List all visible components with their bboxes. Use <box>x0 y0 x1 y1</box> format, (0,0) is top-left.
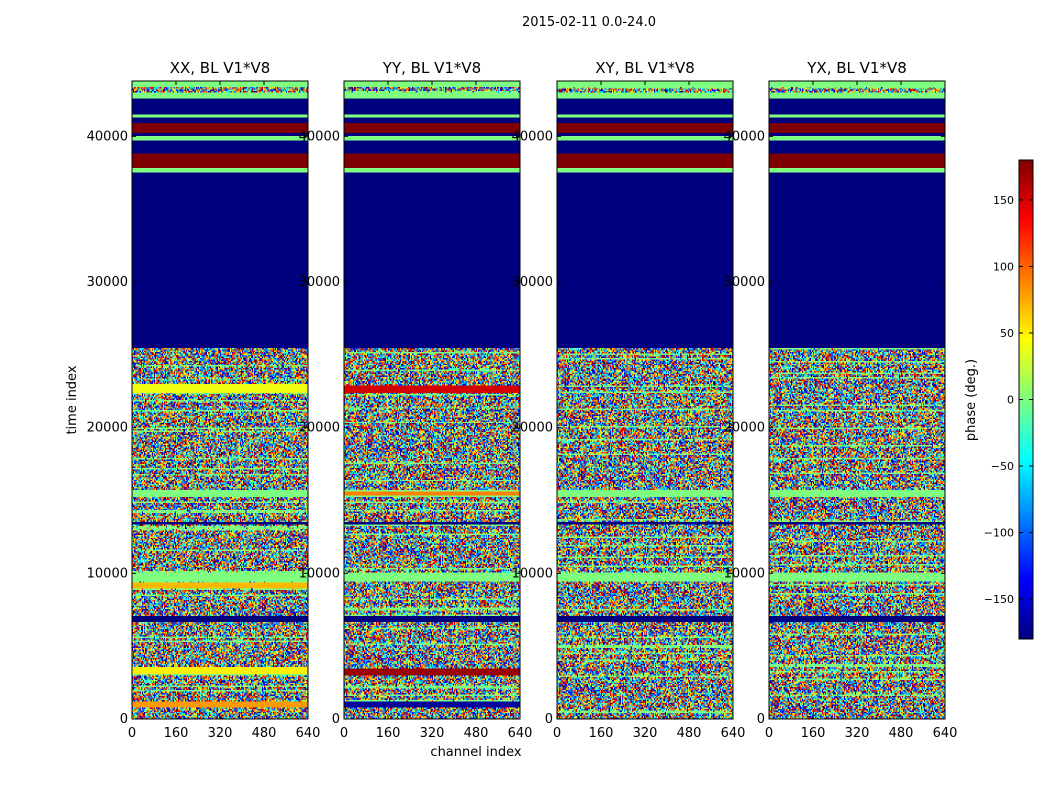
colorbar-tick-label: −100 <box>984 527 1014 540</box>
y-tick-label: 30000 <box>87 275 128 290</box>
x-axis-label: channel index <box>430 745 521 760</box>
y-tick-label: 10000 <box>87 566 128 581</box>
heatmap-xy <box>557 81 733 719</box>
y-tick-label: 20000 <box>724 421 765 436</box>
x-tick-label: 160 <box>801 726 826 741</box>
y-tick-label: 30000 <box>724 275 765 290</box>
panel-yy: YY, BL V1*V8 0 160 320 480 640 0 10000 20000 3000… <box>299 59 533 741</box>
x-tick-label: 160 <box>376 726 401 741</box>
x-tick-label: 320 <box>633 726 658 741</box>
y-tick-label: 20000 <box>512 421 553 436</box>
panel-title-xy: XY, BL V1*V8 <box>595 59 695 77</box>
x-tick-label: 320 <box>845 726 870 741</box>
panel-title-xx: XX, BL V1*V8 <box>170 59 271 77</box>
panel-title-yy: YY, BL V1*V8 <box>382 59 481 77</box>
colorbar-tick-label: 100 <box>993 260 1014 273</box>
heatmap-yx <box>769 81 945 719</box>
heatmap-xx <box>132 81 308 719</box>
y-tick-label: 40000 <box>724 129 765 144</box>
colorbar: −150 −100 −50 0 50 100 150 <box>984 159 1034 640</box>
colorbar-tick-label: 50 <box>1000 327 1014 340</box>
x-tick-label: 160 <box>164 726 189 741</box>
x-tick-label: 480 <box>677 726 702 741</box>
heatmap-yy <box>344 81 520 719</box>
x-tick-label: 640 <box>508 726 533 741</box>
colorbar-tick-label: −50 <box>991 460 1014 473</box>
x-tick-label: 320 <box>420 726 445 741</box>
y-tick-label: 40000 <box>87 129 128 144</box>
y-tick-label: 40000 <box>512 129 553 144</box>
y-tick-label: 30000 <box>299 275 340 290</box>
x-tick-label: 0 <box>553 726 561 741</box>
panel-yx: YX, BL V1*V8 0 160 320 480 640 0 10000 20000 3000… <box>724 59 958 741</box>
x-tick-label: 480 <box>889 726 914 741</box>
panel-title-yx: YX, BL V1*V8 <box>806 59 907 77</box>
y-tick-label: 0 <box>757 712 765 727</box>
colorbar-tick-label: 150 <box>993 194 1014 207</box>
panel-xy: XY, BL V1*V8 0 160 320 480 640 0 10000 20000 3000… <box>512 59 746 741</box>
y-tick-label: 10000 <box>724 566 765 581</box>
y-tick-label: 0 <box>545 712 553 727</box>
y-tick-label: 0 <box>332 712 340 727</box>
panel-xx: XX, BL V1*V8 0 160 320 480 640 0 10000 20000 3000… <box>87 59 321 741</box>
x-tick-label: 640 <box>721 726 746 741</box>
x-tick-label: 0 <box>340 726 348 741</box>
x-tick-label: 0 <box>128 726 136 741</box>
y-axis-label: time index <box>65 365 80 434</box>
y-tick-label: 0 <box>120 712 128 727</box>
y-tick-label: 10000 <box>512 566 553 581</box>
y-tick-label: 30000 <box>512 275 553 290</box>
x-tick-label: 640 <box>933 726 958 741</box>
y-tick-label: 20000 <box>299 421 340 436</box>
panels: XX, BL V1*V8 0 160 320 480 640 0 10000 20000 3000… <box>87 59 958 741</box>
x-tick-label: 480 <box>464 726 489 741</box>
x-tick-label: 640 <box>296 726 321 741</box>
x-tick-label: 160 <box>589 726 614 741</box>
y-tick-label: 20000 <box>87 421 128 436</box>
y-tick-label: 10000 <box>299 566 340 581</box>
y-tick-label: 40000 <box>299 129 340 144</box>
colorbar-tick-label: 0 <box>1007 394 1014 407</box>
suptitle: 2015-02-11 0.0-24.0 <box>522 15 656 30</box>
x-tick-label: 480 <box>252 726 277 741</box>
colorbar-label: phase (deg.) <box>964 359 979 441</box>
colorbar-tick-label: −150 <box>984 593 1014 606</box>
x-tick-label: 0 <box>765 726 773 741</box>
x-tick-label: 320 <box>208 726 233 741</box>
